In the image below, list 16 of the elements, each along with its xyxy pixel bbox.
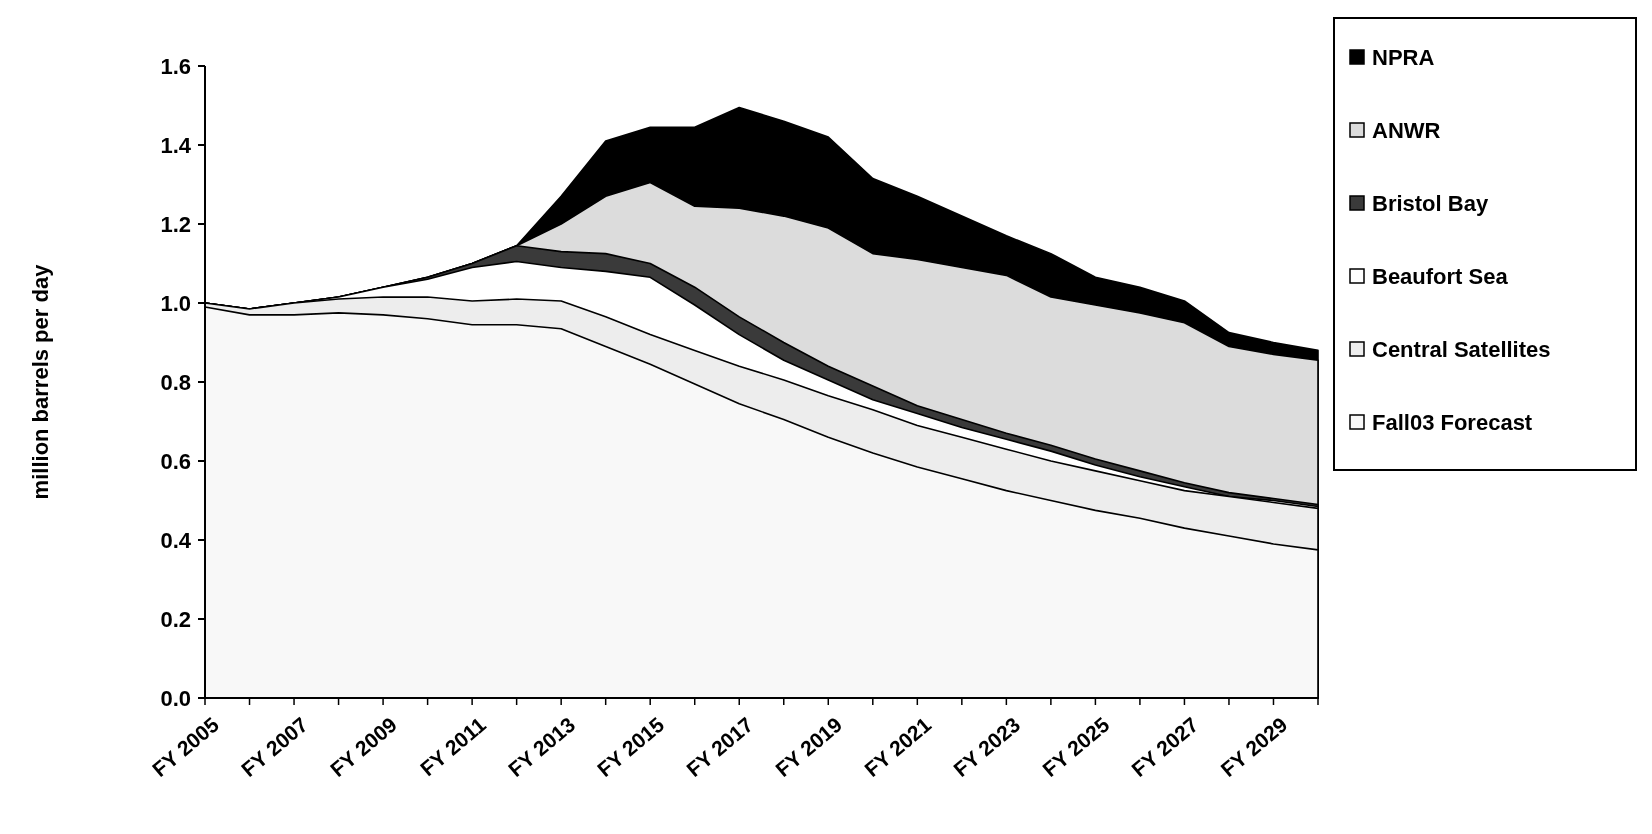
y-axis-title: million barrels per day: [28, 263, 53, 500]
legend-label: Bristol Bay: [1372, 190, 1489, 216]
legend-label: Fall03 Forecast: [1372, 409, 1533, 435]
y-tick-label: 0.8: [160, 369, 191, 395]
legend-label: Beaufort Sea: [1372, 263, 1509, 289]
y-tick-label: 1.2: [160, 211, 191, 237]
y-tick-label: 0.0: [160, 685, 191, 711]
y-tick-label: 1.0: [160, 290, 191, 316]
y-tick-label: 1.4: [160, 132, 192, 158]
y-tick-label: 0.4: [160, 527, 192, 553]
legend-label: ANWR: [1372, 117, 1441, 143]
y-tick-label: 1.6: [160, 53, 191, 79]
y-tick-label: 0.2: [160, 606, 191, 632]
y-tick-label: 0.6: [160, 448, 191, 474]
legend-label: NPRA: [1372, 44, 1435, 70]
legend-label: Central Satellites: [1372, 336, 1551, 362]
